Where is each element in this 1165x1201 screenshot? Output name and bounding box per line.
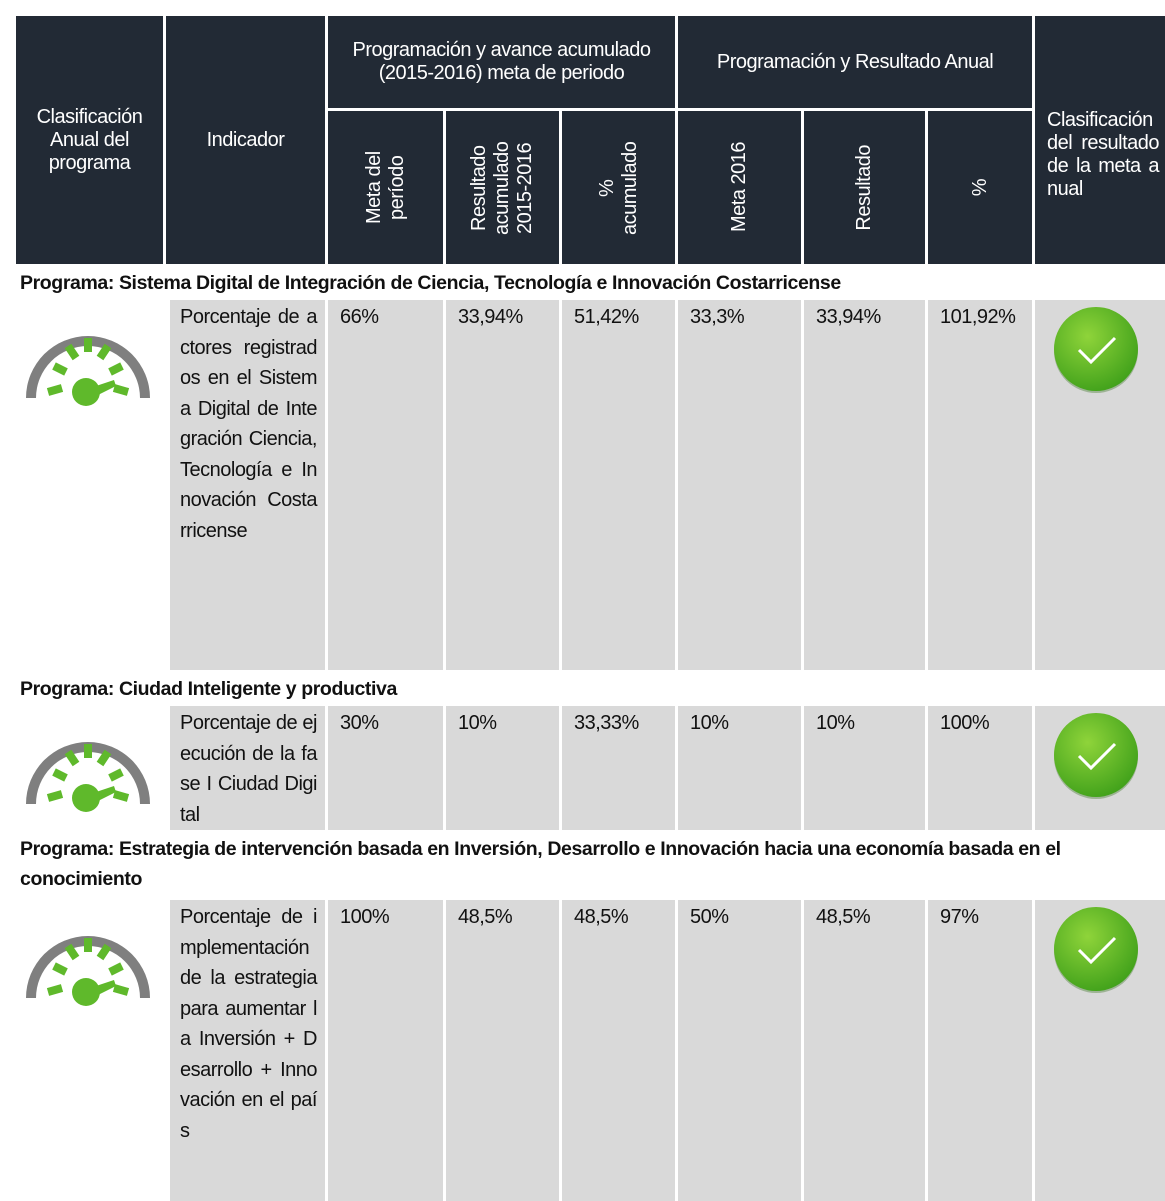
value-cell: 33,3% bbox=[678, 300, 801, 670]
header-cell: % bbox=[928, 111, 1032, 264]
value-cell: 66% bbox=[328, 300, 443, 670]
value-cell: 48,5% bbox=[446, 900, 559, 1201]
value-cell: 10% bbox=[678, 706, 801, 830]
result-cell bbox=[1035, 706, 1165, 830]
value-cell: 100% bbox=[928, 706, 1032, 830]
header-text: Meta del período bbox=[362, 151, 408, 224]
header-cell: Meta 2016 bbox=[678, 111, 801, 264]
header-cell: Clasificación Anual del programa bbox=[16, 16, 163, 264]
value-cell: 33,94% bbox=[804, 300, 925, 670]
value-cell: 48,5% bbox=[804, 900, 925, 1201]
header-text: Clasificación del resultado de la meta a… bbox=[1047, 109, 1160, 200]
header-cell: Resultado bbox=[804, 111, 925, 264]
value-cell: 101,92% bbox=[928, 300, 1032, 670]
indicator-cell: Porcentaje de actores registrados en el … bbox=[170, 300, 325, 670]
check-icon bbox=[1054, 307, 1138, 393]
gauge-cell bbox=[16, 900, 163, 1201]
result-cell bbox=[1035, 300, 1165, 670]
value-cell: 33,33% bbox=[562, 706, 675, 830]
gauge-icon bbox=[26, 742, 150, 812]
header-group: Programación y avance acumulado (2015-20… bbox=[328, 16, 675, 108]
check-icon bbox=[1054, 713, 1138, 799]
header-text: Meta 2016 bbox=[728, 142, 750, 233]
value-cell: 33,94% bbox=[446, 300, 559, 670]
value-cell: 100% bbox=[328, 900, 443, 1201]
value-cell: 30% bbox=[328, 706, 443, 830]
gauge-cell bbox=[16, 706, 163, 830]
result-cell bbox=[1035, 900, 1165, 1201]
header-cell: % acumulado bbox=[562, 111, 675, 264]
section-title: Programa: Estrategia de intervención bas… bbox=[20, 838, 1061, 890]
header-cell: Meta del período bbox=[328, 111, 443, 264]
check-icon bbox=[1054, 907, 1138, 993]
value-cell: 50% bbox=[678, 900, 801, 1201]
value-cell: 10% bbox=[804, 706, 925, 830]
gauge-icon bbox=[26, 336, 150, 406]
header-cell: Indicador bbox=[166, 16, 325, 264]
header-text: % bbox=[968, 178, 991, 197]
header-cell: Clasificación del resultado de la meta a… bbox=[1035, 16, 1165, 264]
header-cell: Resultado acumulado 2015-2016 bbox=[446, 111, 559, 264]
value-cell: 10% bbox=[446, 706, 559, 830]
header-text: Resultado acumulado 2015-2016 bbox=[468, 140, 536, 235]
section-title: Programa: Sistema Digital de Integración… bbox=[20, 272, 841, 294]
indicator-cell: Porcentaje de ejecución de la fase I Ciu… bbox=[170, 706, 325, 830]
value-cell: 51,42% bbox=[562, 300, 675, 670]
header-text: Resultado bbox=[853, 144, 875, 231]
value-cell: 48,5% bbox=[562, 900, 675, 1201]
value-cell: 97% bbox=[928, 900, 1032, 1201]
gauge-icon bbox=[26, 936, 150, 1006]
indicator-cell: Porcentaje de implementación de la estra… bbox=[170, 900, 325, 1201]
header-text: % acumulado bbox=[595, 140, 641, 235]
gauge-cell bbox=[16, 300, 163, 670]
header-group: Programación y Resultado Anual bbox=[678, 16, 1032, 108]
section-title: Programa: Ciudad Inteligente y productiv… bbox=[20, 678, 397, 700]
